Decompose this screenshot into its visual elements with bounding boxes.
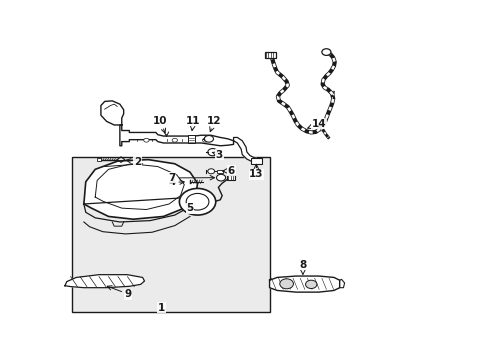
Text: 1: 1: [158, 303, 165, 313]
Polygon shape: [233, 138, 256, 162]
Bar: [188, 135, 195, 143]
Text: 2: 2: [126, 157, 141, 167]
Bar: [217, 170, 223, 173]
Circle shape: [305, 280, 316, 288]
Circle shape: [279, 279, 293, 289]
Text: 4: 4: [168, 177, 184, 187]
Bar: [72, 157, 269, 312]
Circle shape: [216, 174, 225, 181]
Text: 9: 9: [107, 286, 132, 299]
Circle shape: [321, 49, 330, 55]
Circle shape: [204, 135, 213, 142]
Circle shape: [179, 188, 215, 215]
Bar: [264, 51, 275, 58]
Polygon shape: [65, 275, 144, 288]
Polygon shape: [101, 101, 123, 125]
Text: 12: 12: [206, 116, 221, 132]
Circle shape: [143, 138, 149, 142]
Text: 10: 10: [153, 116, 167, 133]
Circle shape: [202, 138, 207, 142]
Circle shape: [207, 149, 217, 156]
Text: 11: 11: [186, 116, 200, 131]
Bar: [97, 158, 101, 161]
Circle shape: [172, 138, 177, 142]
Text: 13: 13: [248, 164, 263, 179]
Text: 14: 14: [307, 118, 326, 129]
Circle shape: [207, 169, 214, 174]
Text: 3: 3: [212, 150, 223, 159]
Bar: [226, 175, 235, 180]
Text: 6: 6: [222, 166, 235, 176]
Text: 8: 8: [299, 260, 306, 274]
Polygon shape: [269, 276, 339, 292]
Text: 7: 7: [168, 173, 214, 183]
Text: 5: 5: [186, 203, 193, 213]
Polygon shape: [84, 159, 197, 219]
Bar: [250, 158, 262, 164]
Polygon shape: [120, 125, 233, 146]
